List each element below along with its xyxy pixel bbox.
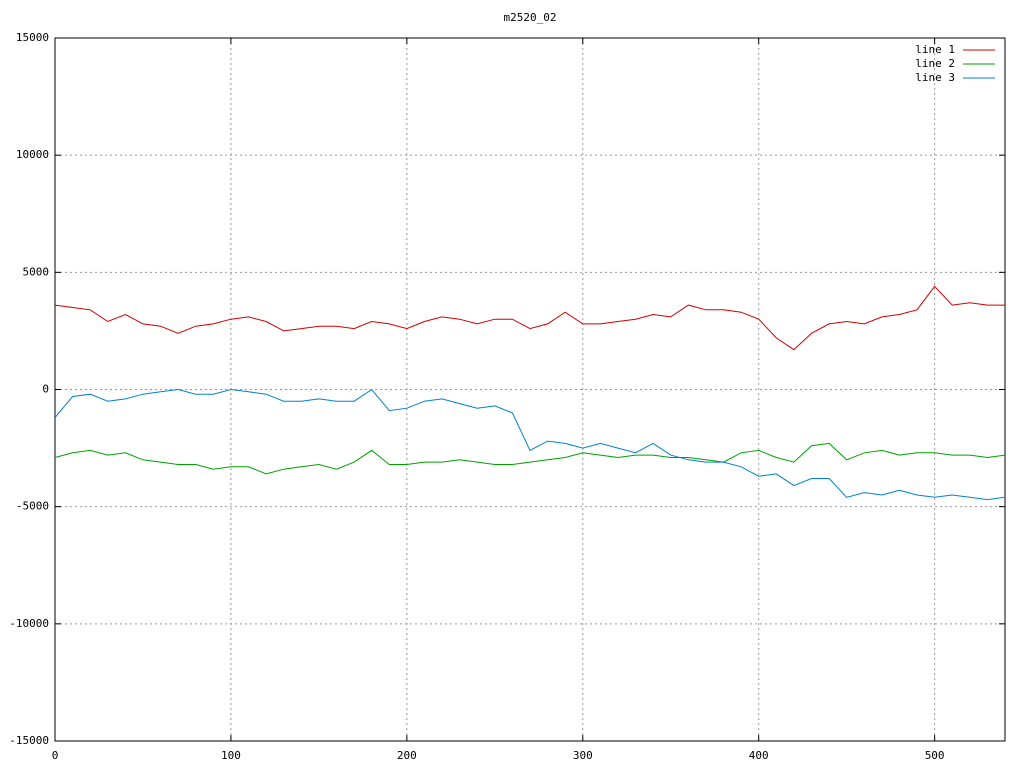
legend-label: line 1 — [915, 43, 955, 56]
y-tick-label: -15000 — [9, 734, 49, 747]
y-tick-label: 0 — [42, 383, 49, 396]
y-tick-label: 10000 — [16, 148, 49, 161]
x-tick-label: 400 — [749, 749, 769, 762]
x-tick-label: 500 — [925, 749, 945, 762]
chart-title: m2520_02 — [504, 11, 557, 24]
x-tick-label: 100 — [221, 749, 241, 762]
y-tick-label: -10000 — [9, 617, 49, 630]
line-series — [54, 442, 1006, 475]
y-tick-label: 15000 — [16, 31, 49, 44]
y-tick-label: 5000 — [23, 265, 50, 278]
line-series — [54, 285, 1005, 351]
plot-frame — [54, 37, 1006, 742]
x-tick-label: 300 — [573, 749, 593, 762]
y-tick-label: -5000 — [16, 500, 49, 513]
line-series — [54, 388, 1006, 501]
legend-label: line 2 — [915, 57, 955, 70]
legend-label: line 3 — [915, 71, 955, 84]
x-tick-label: 200 — [397, 749, 417, 762]
x-tick-label: 0 — [52, 749, 59, 762]
